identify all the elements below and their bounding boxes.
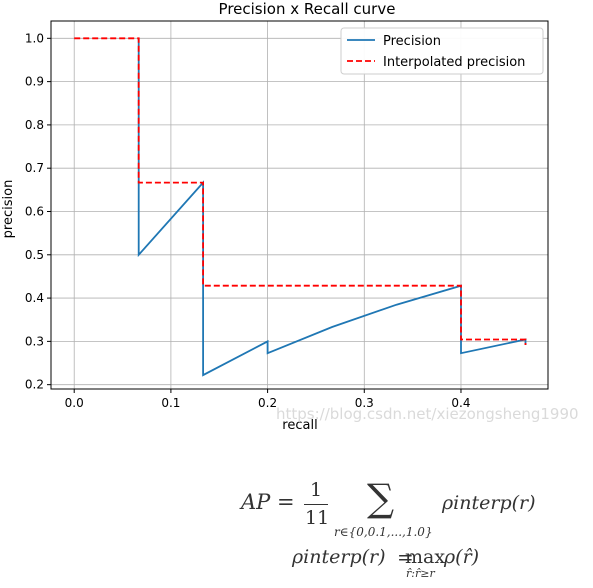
y-tick-label: 1.0	[25, 31, 44, 45]
y-tick-label: 0.8	[25, 118, 44, 132]
grid-lines	[51, 21, 548, 389]
ap-equals: =	[277, 490, 295, 514]
y-tick-label: 0.4	[25, 291, 44, 305]
ap-lhs: AP	[241, 490, 271, 514]
x-tick-label: 0.3	[355, 396, 374, 410]
series-lines	[74, 37, 527, 377]
legend-label-interpolated: Interpolated precision	[383, 55, 525, 70]
fraction-numerator: 1	[310, 479, 323, 501]
chart-title: Precision x Recall curve	[219, 0, 396, 18]
y-tick-label: 0.9	[25, 75, 44, 89]
summation-symbol: ∑	[367, 476, 395, 520]
y-axis-ticks: 0.2 0.3 0.4 0.5 0.6 0.7 0.8 0.9 1.0	[25, 31, 51, 392]
plot-frame	[50, 20, 549, 390]
x-tick-label: 0.1	[161, 396, 180, 410]
y-tick-label: 0.2	[25, 378, 44, 392]
fraction-bar	[304, 504, 328, 505]
max-index: r̂:r̂≥r	[406, 567, 435, 580]
y-tick-label: 0.3	[25, 334, 44, 348]
x-tick-label: 0.0	[65, 396, 84, 410]
legend: Precision Interpolated precision	[340, 27, 544, 75]
x-tick-label: 0.2	[258, 396, 277, 410]
ap-summand: ρinterp(r)	[442, 492, 536, 514]
y-tick-label: 0.7	[25, 161, 44, 175]
precision-series-line	[137, 38, 527, 377]
watermark: https://blog.csdn.net/xiezongsheng1990	[276, 405, 579, 423]
x-tick-label: 0.4	[451, 396, 470, 410]
interp-rhs: ρ(r̂)	[444, 546, 480, 568]
precision-recall-chart: Precision x Recall curve 0.0 0.1 0.2 0.3 0.4…	[1, 0, 579, 433]
interpolated-precision-series-line	[74, 37, 527, 345]
y-tick-label: 0.5	[25, 248, 44, 262]
x-axis-label: recall	[282, 418, 317, 433]
fraction-denominator: 11	[305, 507, 330, 529]
interp-lhs: ρinterp(r)	[292, 546, 386, 568]
x-axis-ticks: 0.0 0.1 0.2 0.3 0.4	[65, 389, 471, 410]
interp-equals: =	[397, 545, 414, 569]
legend-label-precision: Precision	[383, 34, 441, 49]
y-axis-label: precision	[1, 180, 16, 239]
summation-index: r∈{0,0.1,...,1.0}	[334, 525, 433, 539]
y-tick-label: 0.6	[25, 204, 44, 218]
max-operator: max	[405, 546, 446, 568]
